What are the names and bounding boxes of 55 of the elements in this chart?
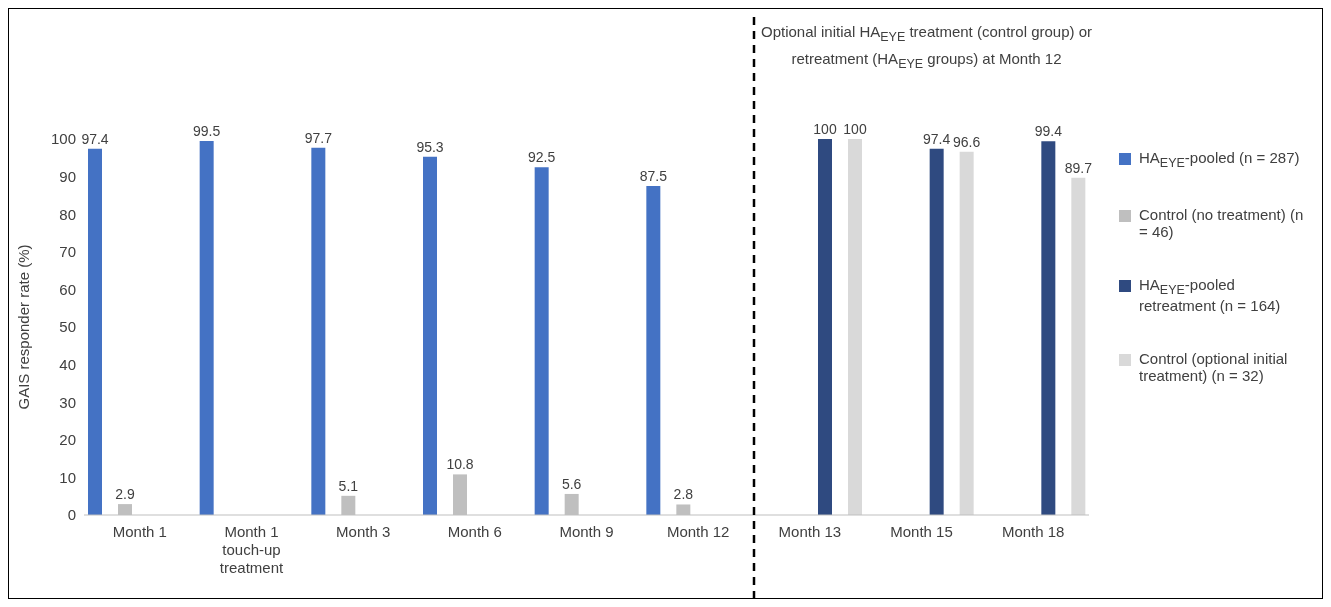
- bar: [646, 186, 661, 515]
- data-label: 97.4: [923, 130, 951, 147]
- data-label: 5.6: [561, 475, 582, 492]
- data-label: 95.3: [416, 138, 444, 155]
- y-tick-label: 80: [59, 205, 76, 223]
- x-tick-label: Month 6: [447, 523, 502, 540]
- bar: [959, 151, 974, 515]
- x-tick-label: Month 1 touch-up treatment: [219, 523, 285, 576]
- x-tick-label: Month 12: [666, 523, 730, 540]
- data-label: 87.5: [639, 168, 668, 184]
- y-tick-label: 30: [59, 393, 76, 411]
- legend-label: Control (no treatment) (n = 46): [1139, 206, 1305, 240]
- y-tick-label: 90: [59, 167, 76, 185]
- bar: [423, 156, 437, 515]
- data-label: 89.7: [1064, 159, 1093, 176]
- y-tick-label: 60: [59, 280, 76, 298]
- x-tick-label: Month 9: [559, 523, 614, 540]
- y-tick-label: 10: [59, 468, 76, 486]
- x-tick-label: Month 15: [890, 523, 953, 540]
- x-tick-label: Month 1: [112, 523, 167, 540]
- data-label: 100: [813, 121, 837, 137]
- y-tick-label: 20: [59, 431, 76, 449]
- y-tick-label: 0: [67, 506, 76, 524]
- y-tick-label: 70: [59, 243, 76, 261]
- data-label: 2.8: [673, 486, 694, 503]
- data-label: 96.6: [953, 133, 981, 150]
- x-tick-label: Month 13: [778, 523, 842, 540]
- y-axis-title: GAIS responder rate (%): [15, 244, 33, 410]
- data-label: 97.7: [304, 129, 333, 146]
- bar: [929, 148, 944, 515]
- data-label: 92.5: [528, 149, 556, 166]
- bar: [88, 148, 102, 515]
- data-label: 2.9: [115, 486, 135, 503]
- bar: [1071, 177, 1086, 515]
- data-label: 99.4: [1034, 123, 1063, 140]
- bar: [311, 147, 326, 515]
- bar: [848, 139, 862, 515]
- data-label: 100: [843, 121, 867, 137]
- bar: [199, 140, 214, 515]
- data-label: 5.1: [338, 477, 359, 494]
- bar: [534, 167, 549, 515]
- data-label: 10.8: [446, 456, 474, 473]
- bar: [1041, 141, 1056, 515]
- data-label: 97.4: [81, 130, 109, 147]
- legend-label: HA$_{EYE}$-pooled (n = 287): [1139, 149, 1300, 170]
- legend-label: Control (optional initial treatment) (n = 32): [1139, 350, 1289, 384]
- y-tick-label: 100: [50, 130, 76, 148]
- text: Optional initial HA$_{EYE}$ treatment (control group) or retreatment (HA$_{EYE}$ groups) at Month 12: [760, 22, 1093, 73]
- x-tick-label: Month 18: [1001, 523, 1065, 540]
- x-tick-label: Month 3: [336, 523, 391, 540]
- data-label: 99.5: [193, 122, 221, 139]
- y-tick-label: 50: [59, 318, 76, 336]
- y-tick-label: 40: [59, 355, 76, 373]
- bar: [818, 139, 832, 515]
- legend-label: HA$_{EYE}$-pooled retreatment (n = 164): [1139, 276, 1282, 314]
